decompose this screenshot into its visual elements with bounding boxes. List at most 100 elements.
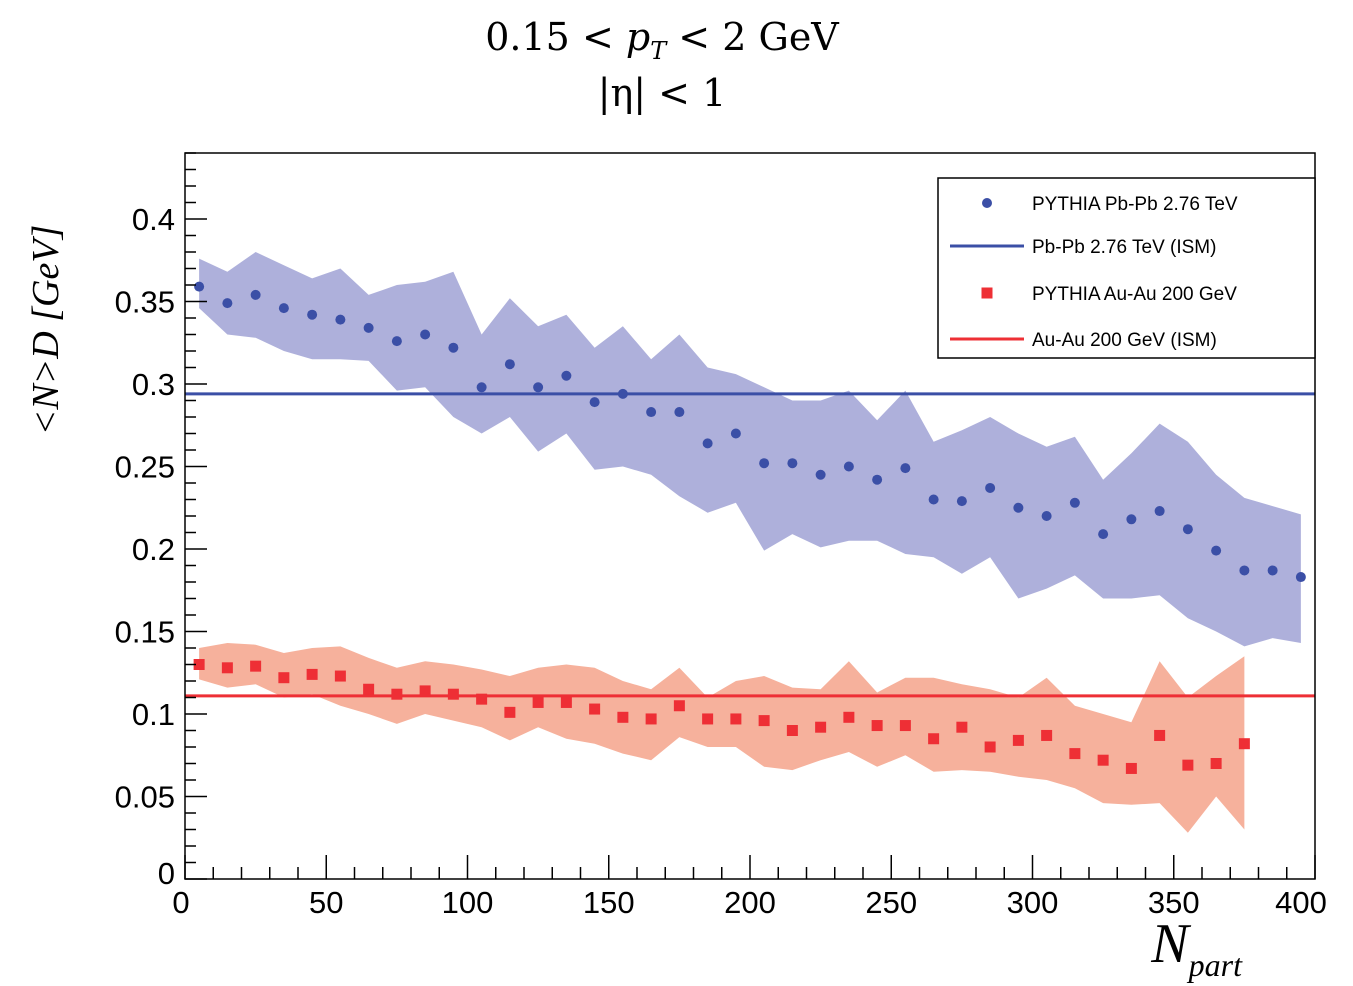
auau-data-point <box>1182 759 1194 771</box>
auau-data-point <box>250 660 262 672</box>
auau-data-point <box>334 670 346 682</box>
cut-pt-high: < 2 GeV <box>666 15 839 59</box>
auau-data-point <box>815 721 827 733</box>
pbpb-data-point <box>1182 524 1193 535</box>
auau-data-point <box>730 713 742 725</box>
y-tick-label: 0.3 <box>132 367 175 402</box>
pbpb-data-point <box>391 336 402 347</box>
cut-pt-low: 0.15 < <box>485 15 626 59</box>
auau-data-point <box>447 688 459 700</box>
ism-lines <box>185 392 1315 698</box>
auau-data-point <box>843 711 855 723</box>
legend-entries: PYTHIA Pb-Pb 2.76 TeV Pb-Pb 2.76 TeV (ISM… <box>950 194 1238 351</box>
pbpb-data-point <box>504 359 515 370</box>
auau-data-point <box>504 706 516 718</box>
auau-uncertainty-band <box>199 643 1245 833</box>
pbpb-data-point <box>872 474 883 485</box>
y-tick-label: 0.25 <box>115 450 175 485</box>
pbpb-data-point <box>561 370 572 381</box>
auau-data-point <box>645 713 657 725</box>
cut-eta-label: |η| < 1 <box>598 71 727 115</box>
auau-data-point <box>984 741 996 753</box>
pbpb-data-point <box>278 303 289 314</box>
pbpb-data-point <box>1267 565 1278 576</box>
x-tick-label: 400 <box>1275 885 1327 920</box>
auau-data-point <box>702 713 714 725</box>
legend-label-pbpb-ism: Pb-Pb 2.76 TeV (ISM) <box>1032 237 1216 258</box>
auau-data-point <box>419 685 431 697</box>
pbpb-data-point <box>1041 511 1052 521</box>
x-axis-title: Npart <box>1150 913 1243 983</box>
auau-data-point <box>1210 758 1222 769</box>
x-tick-label: 200 <box>724 885 776 920</box>
auau-data-point <box>1238 738 1250 750</box>
auau-data-point <box>758 715 770 727</box>
cut-pt-var: p <box>626 15 650 59</box>
y-tick-label: 0.2 <box>132 532 175 567</box>
auau-data-point <box>871 720 883 732</box>
legend-label-pythia-auau: PYTHIA Au-Au 200 GeV <box>1032 284 1237 305</box>
x-tick-label: 100 <box>442 885 494 920</box>
auau-data-point <box>532 696 544 708</box>
pbpb-data-point <box>1069 497 1080 508</box>
x-tick-label: 250 <box>865 885 917 920</box>
pbpb-data-point <box>533 382 544 393</box>
pbpb-data-point <box>617 388 628 399</box>
auau-data-point <box>899 720 911 732</box>
legend-label-pythia-pbpb: PYTHIA Pb-Pb 2.76 TeV <box>1032 194 1238 215</box>
pbpb-data-point <box>900 463 911 474</box>
auau-data-point <box>476 693 488 705</box>
pbpb-data-point <box>250 289 261 300</box>
auau-data-point <box>673 700 685 712</box>
pbpb-data-point <box>448 342 459 353</box>
cut-pt-label: 0.15 < pT < 2 GeV <box>485 15 839 65</box>
pbpb-data-point <box>1239 565 1250 576</box>
y-tick-label: 0.1 <box>132 697 175 732</box>
pbpb-data-point <box>646 407 657 418</box>
auau-data-point <box>278 672 290 684</box>
pbpb-uncertainty-band <box>199 252 1301 647</box>
pbpb-data-point <box>589 397 600 408</box>
auau-data-point <box>363 683 375 695</box>
x-tick-label: 150 <box>583 885 635 920</box>
pbpb-data-point <box>1295 572 1306 583</box>
pbpb-data-point <box>476 382 487 393</box>
pbpb-data-point <box>730 428 741 439</box>
y-tick-label: 0.35 <box>115 285 175 320</box>
pbpb-data-point <box>956 496 967 507</box>
auau-data-point <box>306 668 318 680</box>
y-axis-title: <N>D [GeV] <box>25 225 67 436</box>
pbpb-data-point <box>702 438 713 449</box>
auau-data-point <box>1012 734 1024 746</box>
auau-data-point <box>1069 748 1081 760</box>
auau-data-point <box>589 703 601 715</box>
pbpb-data-point <box>815 469 826 480</box>
auau-data-point <box>193 659 205 670</box>
y-tick-label: 0.05 <box>115 780 175 815</box>
pbpb-data-point <box>674 407 685 418</box>
y-tick-labels: 0 0.05 0.1 0.15 0.2 0.25 0.3 0.35 0.4 <box>115 202 175 891</box>
auau-data-point <box>560 696 572 708</box>
pbpb-data-point <box>1126 514 1137 525</box>
legend-auau-marker <box>981 287 993 299</box>
pbpb-data-point <box>194 281 205 292</box>
uncertainty-bands <box>199 252 1301 833</box>
pbpb-data-point <box>363 322 374 333</box>
auau-data-point <box>1041 729 1053 741</box>
auau-data-point <box>391 688 403 700</box>
x-axis-title-main: N <box>1150 913 1191 975</box>
x-tick-label: 50 <box>309 885 343 920</box>
legend-pbpb-marker <box>982 198 992 208</box>
auau-data-point <box>1125 762 1137 774</box>
pbpb-data-point <box>928 494 939 505</box>
pbpb-data-point <box>1013 502 1024 513</box>
pbpb-data-point <box>420 329 431 340</box>
pbpb-data-point <box>1211 545 1222 556</box>
y-tick-label: 0 <box>158 856 175 891</box>
cut-pt-sub: T <box>650 37 668 65</box>
pbpb-data-point <box>222 298 233 309</box>
auau-data-point <box>928 733 940 745</box>
pbpb-data-point <box>759 458 770 469</box>
auau-data-point <box>1097 754 1109 766</box>
